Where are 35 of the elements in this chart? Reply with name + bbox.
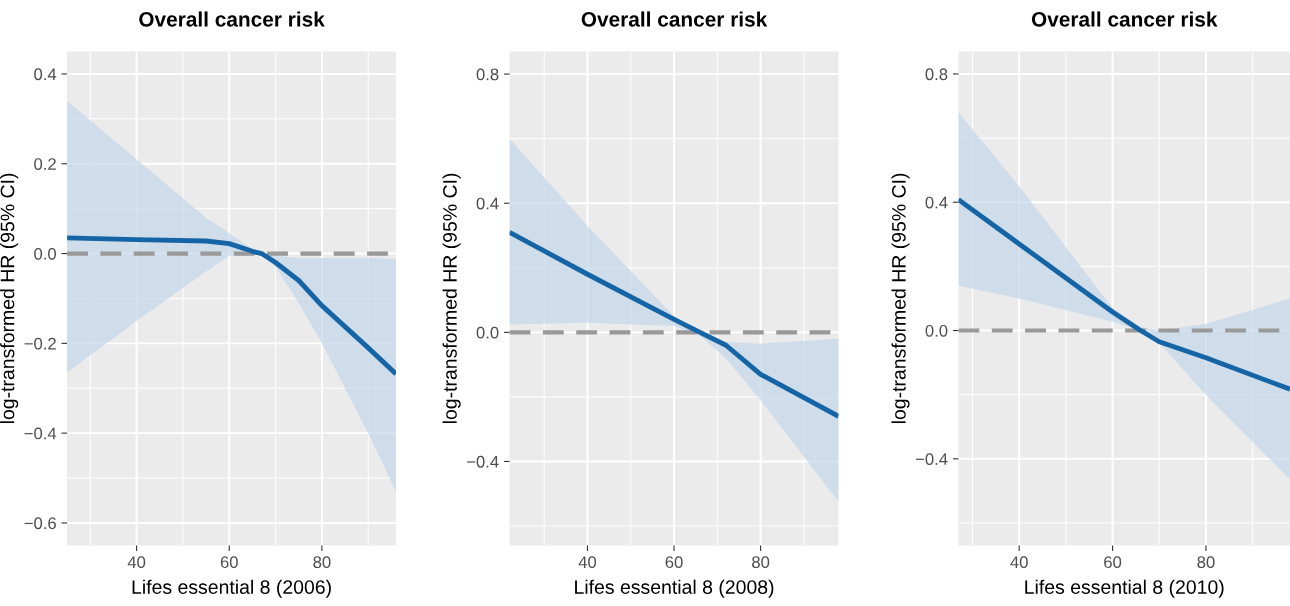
y-tick-label: −0.4 [24,427,57,440]
y-tick-label: 0.0 [34,247,57,260]
chart-title: Overall cancer risk [581,11,768,27]
y-axis-title: log-transformed HR (95% CI) [442,173,461,424]
x-axis-title: Lifes essential 8 (2008) [575,579,774,598]
x-tick-label: 40 [127,556,146,569]
chart-title: Overall cancer risk [1031,11,1218,27]
x-tick-label: 60 [665,556,683,569]
x-axis-title: Lifes essential 8 (2010) [1025,579,1224,598]
x-tick-label: 80 [1197,556,1215,569]
x-tick-label: 80 [313,556,331,569]
y-tick-label: −0.2 [24,337,56,350]
y-tick-label: 0.4 [34,68,57,81]
y-tick-label: 0.0 [925,324,948,337]
x-tick-label: 60 [220,556,238,569]
y-tick-label: 0.4 [476,197,499,210]
y-axis-title: log-transformed HR (95% CI) [891,173,910,424]
y-axis-title: log-transformed HR (95% CI) [0,173,19,424]
y-tick-label: 0.8 [476,68,499,81]
y-tick-label: −0.4 [915,453,948,466]
y-tick-label: −0.4 [467,455,499,468]
line-series [958,197,1290,392]
chart-title: Overall cancer risk [139,11,325,27]
y-tick-label: 0.8 [925,68,948,81]
x-tick-label: 40 [578,556,597,569]
line-series [509,229,839,419]
y-tick-label: 0.2 [34,158,56,170]
y-tick-label: −0.6 [24,517,56,530]
x-axis-title: Lifes essential 8 (2006) [132,579,331,598]
x-tick-label: 40 [1010,556,1028,569]
line-series [67,235,397,377]
y-tick-label: 0.0 [476,326,499,339]
x-tick-label: 80 [752,556,770,569]
y-tick-label: 0.4 [925,196,948,209]
x-tick-label: 60 [1104,556,1122,569]
